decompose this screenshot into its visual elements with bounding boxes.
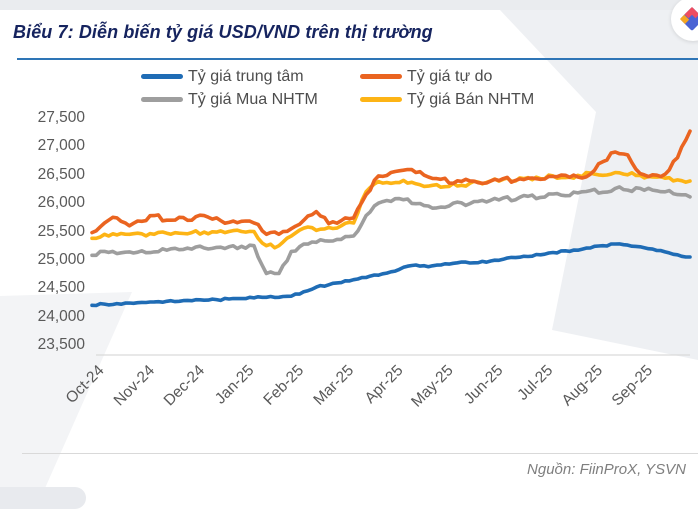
legend-swatch-3: [360, 97, 402, 102]
y-tick-label: 23,500: [37, 336, 85, 353]
source-attribution: Nguồn: FiinProX, YSVN: [527, 461, 686, 478]
y-tick-label: 25,000: [37, 250, 85, 268]
chart-legend: Tỷ giá trung tâm Tỷ giá tự do Tỷ giá Mua N…: [141, 67, 534, 109]
fiinprox-logo-icon: [679, 6, 698, 31]
page-title: Biểu 7: Diễn biến tỷ giá USD/VND trên th…: [13, 22, 433, 42]
y-tick-label: 26,000: [37, 194, 85, 212]
y-tick-label: 24,000: [37, 307, 85, 325]
series-line-1: [90, 129, 692, 237]
brand-logo-button[interactable]: [671, 0, 698, 41]
y-tick-label: 24,500: [37, 279, 85, 297]
series-line-3: [90, 170, 692, 250]
legend-swatch-0: [141, 74, 183, 79]
legend-swatch-1: [360, 74, 402, 79]
legend-label-1: Tỷ giá tự do: [407, 68, 493, 85]
legend-label-3: Tỷ giá Bán NHTM: [407, 91, 535, 108]
y-tick-label: 26,500: [37, 165, 85, 183]
legend-label-0: Tỷ giá trung tâm: [188, 68, 304, 85]
y-tick-label: 25,500: [37, 222, 85, 240]
line-chart-plot: [90, 129, 692, 356]
title-underline: [17, 58, 698, 60]
y-tick-label: 27,500: [37, 109, 85, 126]
footer-divider: [22, 453, 698, 454]
legend-label-2: Tỷ giá Mua NHTM: [188, 91, 318, 108]
next-card-stub: [0, 487, 86, 509]
y-tick-label: 27,000: [37, 137, 85, 155]
legend-swatch-2: [141, 97, 183, 102]
series-line-2: [90, 185, 692, 276]
series-line-0: [90, 242, 692, 308]
